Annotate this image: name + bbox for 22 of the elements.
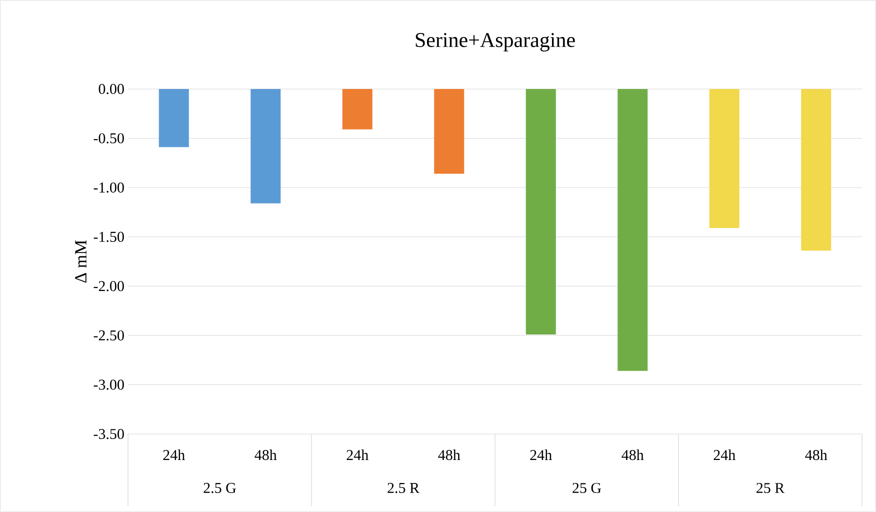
y-tick-label: -1.50 bbox=[94, 232, 124, 242]
x-tick-label: 24h bbox=[714, 450, 736, 460]
text: 2.5 R bbox=[388, 482, 420, 494]
y-tick-label: -3.50 bbox=[94, 428, 124, 440]
y-tick-label: 0.00 bbox=[98, 84, 124, 94]
text: 2.5 G bbox=[204, 482, 236, 494]
text: 25 R bbox=[756, 482, 785, 494]
text: 25 G bbox=[572, 482, 602, 494]
x-tick-label: 24h bbox=[346, 450, 368, 460]
y-tick-label: -2.50 bbox=[94, 330, 124, 341]
y-tick-label: -3.00 bbox=[94, 380, 124, 390]
y-tick-label: -0.50 bbox=[94, 133, 124, 144]
x-tick-label: 48h bbox=[254, 450, 277, 460]
x-tick-label: 48h bbox=[438, 450, 460, 460]
y-tick-label: -2.00 bbox=[94, 281, 124, 292]
y-tick-label: -1.00 bbox=[94, 182, 124, 193]
x-tick-label: 48h bbox=[805, 450, 828, 460]
chart-title: Serine+Asparagine bbox=[416, 33, 575, 52]
y-axis-title: Δ mM bbox=[75, 240, 86, 283]
x-tick-label: 24h bbox=[163, 450, 185, 460]
x-tick-label: 24h bbox=[530, 450, 552, 460]
x-tick-label: 48h bbox=[622, 450, 644, 460]
